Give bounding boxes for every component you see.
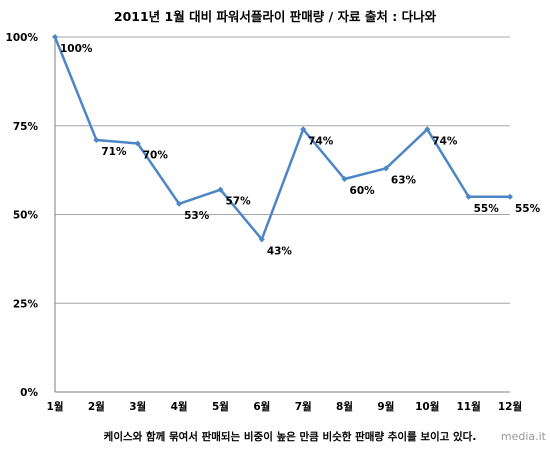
data-label: 74% [432,135,458,147]
x-tick-label: 2월 [88,400,105,413]
data-point [341,176,348,182]
y-tick-label: 25% [13,298,39,310]
data-label: 57% [225,196,251,208]
x-tick-label: 8월 [336,400,353,413]
y-tick-label: 0% [20,387,38,399]
data-point [300,126,307,133]
data-label: 60% [350,185,376,197]
data-label: 63% [391,174,417,186]
data-label: 43% [267,245,293,257]
data-label: 55% [515,203,541,215]
y-tick-label: 100% [6,32,39,44]
data-point [217,186,224,193]
data-point [176,200,183,207]
x-tick-label: 11월 [456,400,480,413]
data-label: 74% [308,135,334,147]
x-tick-label: 7월 [295,400,312,413]
data-point [258,236,265,243]
x-tick-label: 5월 [212,400,229,413]
data-point [134,140,141,147]
grid-lines [54,36,510,393]
x-tick-label: 3월 [129,400,146,413]
x-tick-label: 9월 [377,400,394,413]
y-axis-ticks: 0% 25% 50% 75% 100% [6,32,39,399]
data-point [93,136,100,143]
watermark: media.it [501,430,547,443]
series-line [52,34,513,243]
y-tick-label: 75% [13,121,39,133]
y-tick-label: 50% [13,210,39,222]
chart-title: 2011년 1월 대비 파워서플라이 판매량 / 자료 출처 : 다나와 [114,9,437,24]
x-tick-label: 12월 [498,400,522,413]
data-label: 53% [184,210,210,222]
data-point [382,165,389,172]
series-polyline [53,36,510,241]
data-label: 55% [474,203,500,215]
x-tick-label: 1월 [47,400,64,413]
data-labels: 100% 71% 70% 53% 57% 43% 74% 60% 63% 74% 55% 55% [60,43,541,257]
x-tick-label: 6월 [253,400,270,413]
x-tick-label: 4월 [171,400,188,413]
chart-caption: 케이스와 함께 묶여서 판매되는 비중이 높은 만큼 비슷한 판매량 추이를 보… [104,430,477,443]
data-point [507,193,513,200]
x-tick-label: 10월 [415,400,439,413]
data-label: 71% [101,146,127,158]
data-point [465,193,472,200]
x-axis-ticks: 1월 2월 3월 4월 5월 6월 7월 8월 9월 10월 11월 12월 [47,400,523,413]
data-label: 100% [60,43,93,55]
data-label: 70% [143,150,169,162]
data-point [424,126,431,133]
data-point [52,34,58,40]
